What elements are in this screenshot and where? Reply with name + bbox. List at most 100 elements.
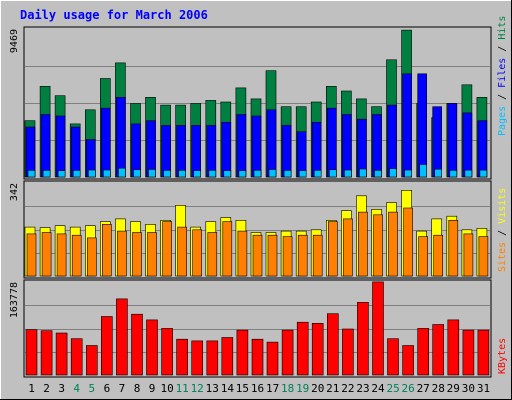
bar-files-day-27 xyxy=(417,73,428,178)
legend-entry-visits: Visits xyxy=(497,188,508,224)
x-tick-label-day-22: 22 xyxy=(341,382,354,395)
bar-kbytes-day-17 xyxy=(266,341,279,376)
bar-pages-day-19 xyxy=(298,170,307,178)
bar-sites-day-25 xyxy=(388,211,398,277)
legend-separator: / xyxy=(497,88,508,106)
panel-bottom-ymax-label: 163778 xyxy=(9,282,20,318)
x-tick-label-day-16: 16 xyxy=(251,382,264,395)
bar-sites-day-10 xyxy=(162,221,172,277)
bar-pages-day-12 xyxy=(193,170,201,178)
bar-files-day-18 xyxy=(281,125,292,178)
bar-sites-day-15 xyxy=(237,230,248,277)
bar-files-day-19 xyxy=(296,131,307,178)
bar-kbytes-day-4 xyxy=(70,338,83,376)
bar-kbytes-day-12 xyxy=(191,340,203,376)
x-tick-label-day-11: 11 xyxy=(176,382,189,395)
bar-pages-day-22 xyxy=(344,169,352,178)
bar-kbytes-day-2 xyxy=(40,330,53,376)
bar-sites-day-16 xyxy=(252,234,263,277)
bar-kbytes-day-25 xyxy=(387,338,399,376)
bar-files-day-22 xyxy=(342,114,352,178)
bar-sites-day-17 xyxy=(267,234,278,277)
bar-sites-day-26 xyxy=(403,207,413,277)
bar-kbytes-day-19 xyxy=(296,321,309,376)
bar-kbytes-day-23 xyxy=(357,301,369,376)
bar-pages-day-16 xyxy=(253,170,262,178)
x-tick-label-day-7: 7 xyxy=(119,382,126,395)
bar-files-day-17 xyxy=(266,109,277,178)
panel-top-ymax-label: 9469 xyxy=(9,29,20,53)
bar-pages-day-27 xyxy=(419,164,428,178)
x-tick-label-day-27: 27 xyxy=(417,382,430,395)
x-tick-label-day-3: 3 xyxy=(58,382,65,395)
bar-files-day-9 xyxy=(146,120,156,178)
bar-pages-day-3 xyxy=(57,170,66,178)
bar-sites-day-28 xyxy=(433,234,444,277)
bar-sites-day-14 xyxy=(222,221,233,277)
bar-pages-day-17 xyxy=(268,169,277,178)
bar-files-day-16 xyxy=(251,115,262,178)
bar-pages-day-18 xyxy=(283,170,292,178)
bar-sites-day-6 xyxy=(102,224,112,277)
bar-pages-day-20 xyxy=(313,170,322,178)
bar-files-day-7 xyxy=(116,97,126,178)
x-tick-label-day-8: 8 xyxy=(134,382,141,395)
chart-title: Daily usage for March 2006 xyxy=(20,8,208,22)
bar-sites-day-5 xyxy=(87,237,97,277)
bar-sites-day-18 xyxy=(282,236,293,277)
bar-kbytes-day-15 xyxy=(236,329,249,376)
bar-kbytes-day-6 xyxy=(101,316,113,376)
bar-files-day-11 xyxy=(176,125,186,178)
bar-kbytes-day-26 xyxy=(402,345,414,376)
bar-pages-day-8 xyxy=(133,169,141,178)
bar-sites-day-7 xyxy=(117,230,127,277)
x-tick-label-day-21: 21 xyxy=(326,382,339,395)
bar-sites-day-11 xyxy=(177,226,187,277)
bar-sites-day-2 xyxy=(41,232,52,277)
panel-middle-legend: Sites / Visits xyxy=(497,188,508,272)
bar-kbytes-day-21 xyxy=(326,313,339,376)
bar-pages-day-13 xyxy=(208,170,217,178)
panel-middle: 342 Sites / Visits xyxy=(9,180,508,279)
x-tick-label-day-1: 1 xyxy=(28,382,35,395)
bar-kbytes-day-9 xyxy=(146,319,158,376)
bar-pages-day-11 xyxy=(178,170,186,178)
legend-entry-sites: Sites xyxy=(497,242,508,272)
bar-files-day-28 xyxy=(432,106,443,178)
x-tick-label-day-25: 25 xyxy=(386,382,399,395)
panel-top: 9469 Pages / Files / Hits xyxy=(9,16,508,180)
bar-pages-day-30 xyxy=(464,169,473,178)
bar-sites-day-9 xyxy=(147,232,157,277)
bar-pages-day-9 xyxy=(148,169,156,178)
bar-files-day-10 xyxy=(161,125,171,178)
bar-files-day-26 xyxy=(402,73,412,178)
bar-sites-day-22 xyxy=(343,218,353,277)
bar-files-day-14 xyxy=(221,122,232,178)
bar-sites-day-29 xyxy=(448,220,459,277)
bar-kbytes-day-8 xyxy=(131,313,143,376)
panel-middle-ymax-label: 342 xyxy=(9,183,20,201)
bar-pages-day-23 xyxy=(359,168,367,178)
x-tick-label-day-2: 2 xyxy=(43,382,50,395)
bar-files-day-6 xyxy=(101,107,111,178)
bar-pages-day-15 xyxy=(238,170,247,178)
legend-entry-files: Files xyxy=(497,58,508,88)
bar-kbytes-day-16 xyxy=(251,338,264,376)
bar-kbytes-day-3 xyxy=(55,332,68,376)
bar-files-day-25 xyxy=(387,104,397,178)
x-tick-label-day-20: 20 xyxy=(311,382,324,395)
bar-kbytes-day-10 xyxy=(161,328,173,376)
x-tick-label-day-6: 6 xyxy=(104,382,111,395)
bar-files-day-15 xyxy=(236,114,247,178)
bar-sites-day-20 xyxy=(312,234,323,277)
bar-pages-day-25 xyxy=(389,168,397,178)
bar-kbytes-day-24 xyxy=(372,281,384,376)
x-tick-label-day-17: 17 xyxy=(266,382,279,395)
bar-files-day-1 xyxy=(25,126,36,178)
bar-pages-day-14 xyxy=(223,170,232,178)
x-tick-label-day-9: 9 xyxy=(149,382,156,395)
bar-sites-day-31 xyxy=(478,236,489,277)
x-tick-label-day-28: 28 xyxy=(432,382,445,395)
bar-kbytes-day-31 xyxy=(477,329,490,376)
